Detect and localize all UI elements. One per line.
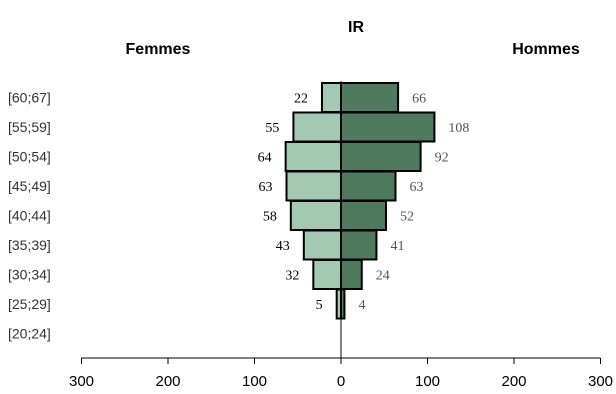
category-label: [25;29] bbox=[8, 296, 51, 312]
femmes-bar bbox=[312, 259, 343, 290]
femmes-bar bbox=[284, 141, 343, 172]
hommes-value-label: 63 bbox=[409, 180, 423, 195]
hommes-bar bbox=[340, 82, 400, 113]
hommes-series-title: Hommes bbox=[512, 41, 580, 58]
femmes-bar bbox=[320, 82, 343, 113]
x-axis: 300 200 100 0 100 200 300 bbox=[69, 81, 613, 390]
hommes-value-label: 52 bbox=[400, 210, 414, 225]
hommes-bar bbox=[340, 170, 397, 202]
x-tick-label: 200 bbox=[501, 373, 526, 390]
value-labels: 22 66 55 108 64 92 63 63 58 52 43 41 32 24 5 4 bbox=[258, 92, 470, 314]
femmes-bar bbox=[289, 200, 342, 231]
category-label: [20;24] bbox=[8, 326, 51, 342]
femmes-value-label: 64 bbox=[258, 151, 272, 166]
x-tick-label: 300 bbox=[69, 373, 94, 390]
femmes-value-label: 58 bbox=[263, 210, 277, 225]
femmes-value-label: 55 bbox=[265, 121, 279, 136]
bars-group bbox=[284, 82, 436, 320]
hommes-bar bbox=[340, 200, 387, 231]
x-tick-label: 100 bbox=[242, 373, 267, 390]
femmes-value-label: 63 bbox=[259, 180, 273, 195]
category-label: [40;44] bbox=[8, 208, 51, 224]
femmes-value-label: 43 bbox=[276, 239, 290, 254]
chart-title: IR bbox=[348, 19, 364, 36]
hommes-bar bbox=[340, 141, 422, 172]
category-label: [45;49] bbox=[8, 178, 51, 194]
category-label: [60;67] bbox=[8, 90, 51, 106]
femmes-value-label: 5 bbox=[316, 298, 323, 313]
femmes-bar bbox=[302, 229, 342, 261]
hommes-value-label: 66 bbox=[412, 92, 426, 107]
category-labels: [60;67] [55;59] [50;54] [45;49] [40;44] [35;3… bbox=[8, 90, 51, 342]
hommes-value-label: 4 bbox=[358, 298, 365, 313]
hommes-value-label: 92 bbox=[435, 151, 449, 166]
hommes-bar bbox=[340, 229, 378, 261]
femmes-value-label: 22 bbox=[294, 92, 308, 107]
x-tick-label: 100 bbox=[415, 373, 440, 390]
femmes-bar bbox=[285, 170, 343, 202]
category-label: [30;34] bbox=[8, 267, 51, 283]
hommes-value-label: 24 bbox=[376, 269, 390, 284]
x-tick-label: 0 bbox=[337, 373, 345, 390]
femmes-value-label: 32 bbox=[285, 269, 299, 284]
hommes-bar bbox=[340, 288, 346, 320]
hommes-bar bbox=[340, 259, 363, 290]
hommes-value-label: 41 bbox=[390, 239, 404, 254]
femmes-series-title: Femmes bbox=[126, 41, 191, 58]
category-label: [50;54] bbox=[8, 149, 51, 165]
hommes-bar bbox=[340, 111, 436, 143]
x-tick-label: 300 bbox=[588, 373, 613, 390]
hommes-value-label: 108 bbox=[448, 121, 469, 136]
category-label: [35;39] bbox=[8, 237, 51, 253]
x-tick-label: 200 bbox=[155, 373, 180, 390]
category-label: [55;59] bbox=[8, 119, 51, 135]
femmes-bar bbox=[292, 111, 342, 143]
